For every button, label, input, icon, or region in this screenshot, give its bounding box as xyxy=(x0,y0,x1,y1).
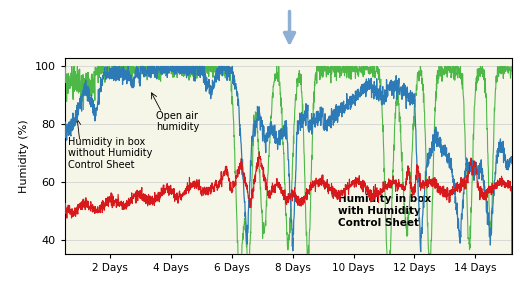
Text: Open air
humidity: Open air humidity xyxy=(156,111,199,132)
Text: Humidity in box
with Humidity
Control Sheet: Humidity in box with Humidity Control Sh… xyxy=(339,194,432,227)
Text: Humidity in box
without Humidity
Control Sheet: Humidity in box without Humidity Control… xyxy=(68,137,152,170)
Y-axis label: Humidity (%): Humidity (%) xyxy=(19,119,29,193)
